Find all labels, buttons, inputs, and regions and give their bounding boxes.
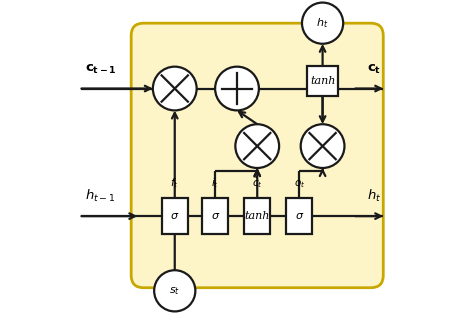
Text: $\mathbf{c_t}$: $\mathbf{c_t}$ <box>367 63 382 76</box>
FancyBboxPatch shape <box>244 198 271 234</box>
FancyBboxPatch shape <box>162 198 188 234</box>
FancyBboxPatch shape <box>307 66 338 95</box>
Text: $\sigma$: $\sigma$ <box>210 211 220 221</box>
Text: $h_{t-1}$: $h_{t-1}$ <box>84 187 115 204</box>
Text: $f_t$: $f_t$ <box>170 177 179 191</box>
Ellipse shape <box>236 124 279 168</box>
FancyBboxPatch shape <box>286 198 312 234</box>
Ellipse shape <box>301 124 345 168</box>
Text: $h_t$: $h_t$ <box>367 187 382 204</box>
Text: $s_t$: $s_t$ <box>169 285 180 297</box>
Text: tanh: tanh <box>310 76 335 86</box>
Text: $o_t$: $o_t$ <box>293 179 305 191</box>
Text: $\tilde{c}_t$: $\tilde{c}_t$ <box>252 176 263 191</box>
Ellipse shape <box>154 270 195 311</box>
Text: $\mathbf{c_{t-1}}$: $\mathbf{c_{t-1}}$ <box>84 63 116 76</box>
Ellipse shape <box>302 3 343 44</box>
Text: $\sigma$: $\sigma$ <box>170 211 180 221</box>
Ellipse shape <box>153 67 197 111</box>
Text: $i_t$: $i_t$ <box>211 177 219 191</box>
Text: $h_t$: $h_t$ <box>317 16 329 30</box>
Text: tanh: tanh <box>245 211 270 221</box>
FancyBboxPatch shape <box>131 23 383 288</box>
Ellipse shape <box>215 67 259 111</box>
Text: $\sigma$: $\sigma$ <box>294 211 304 221</box>
FancyBboxPatch shape <box>202 198 228 234</box>
